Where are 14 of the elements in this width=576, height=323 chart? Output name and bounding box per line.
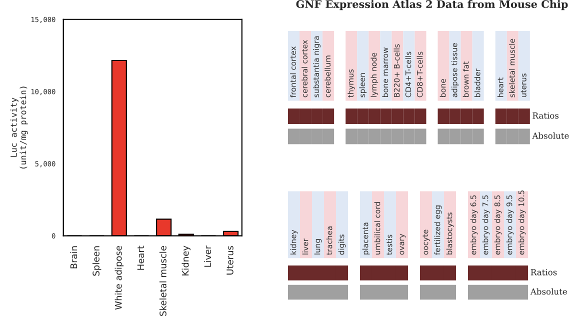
x-tick-label: Spleen — [92, 246, 102, 276]
category-label: Absolute — [532, 132, 569, 139]
category-label: Ratios — [532, 112, 559, 119]
x-tick-label: Brain — [70, 246, 78, 268]
x-tick-label: Skeletal muscle — [159, 246, 166, 316]
x-tick-label: White adipose — [114, 246, 124, 310]
x-tick-label: Uterus — [226, 246, 234, 275]
text: GNF Expression Atlas 2 Data from Mouse Chip — [296, 0, 568, 10]
category-label: Ratios — [530, 269, 557, 276]
y-axis-title: Luc activity (unit/mg protein) — [10, 86, 28, 168]
category-label: Absolute — [530, 288, 567, 295]
x-tick-label: Liver — [204, 246, 212, 267]
x-tick-label: Heart — [137, 246, 144, 270]
x-tick-label: Kidney — [182, 246, 190, 276]
